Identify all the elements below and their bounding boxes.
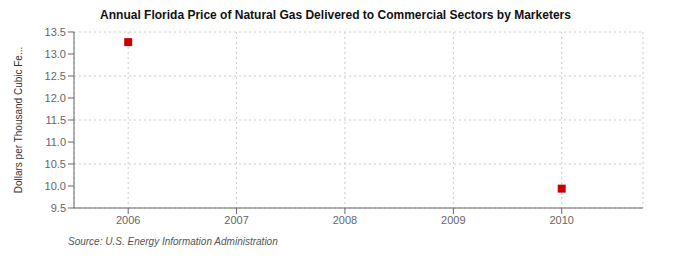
svg-text:12.5: 12.5 [45, 70, 66, 82]
svg-text:2009: 2009 [441, 214, 465, 226]
svg-text:13.5: 13.5 [45, 26, 66, 38]
svg-text:11.0: 11.0 [45, 136, 66, 148]
svg-text:12.0: 12.0 [45, 92, 66, 104]
html-text:Source: U.S. Energy Informatio: Source: U.S. Energy Information Administ… [68, 236, 278, 247]
svg-text:13.0: 13.0 [45, 48, 66, 60]
svg-text:10.5: 10.5 [45, 158, 66, 170]
svg-text:2010: 2010 [549, 214, 573, 226]
svg-text:Dollars per Thousand Cubic Fe.: Dollars per Thousand Cubic Fe... [13, 47, 24, 194]
html-text:Annual Florida Price of Natura: Annual Florida Price of Natural Gas Deli… [100, 8, 571, 22]
svg-text:10.0: 10.0 [45, 180, 66, 192]
svg-text:2007: 2007 [224, 214, 248, 226]
svg-text:11.5: 11.5 [45, 114, 66, 126]
svg-text:2008: 2008 [333, 214, 357, 226]
svg-text:9.5: 9.5 [51, 202, 66, 214]
svg-text:2006: 2006 [116, 214, 140, 226]
